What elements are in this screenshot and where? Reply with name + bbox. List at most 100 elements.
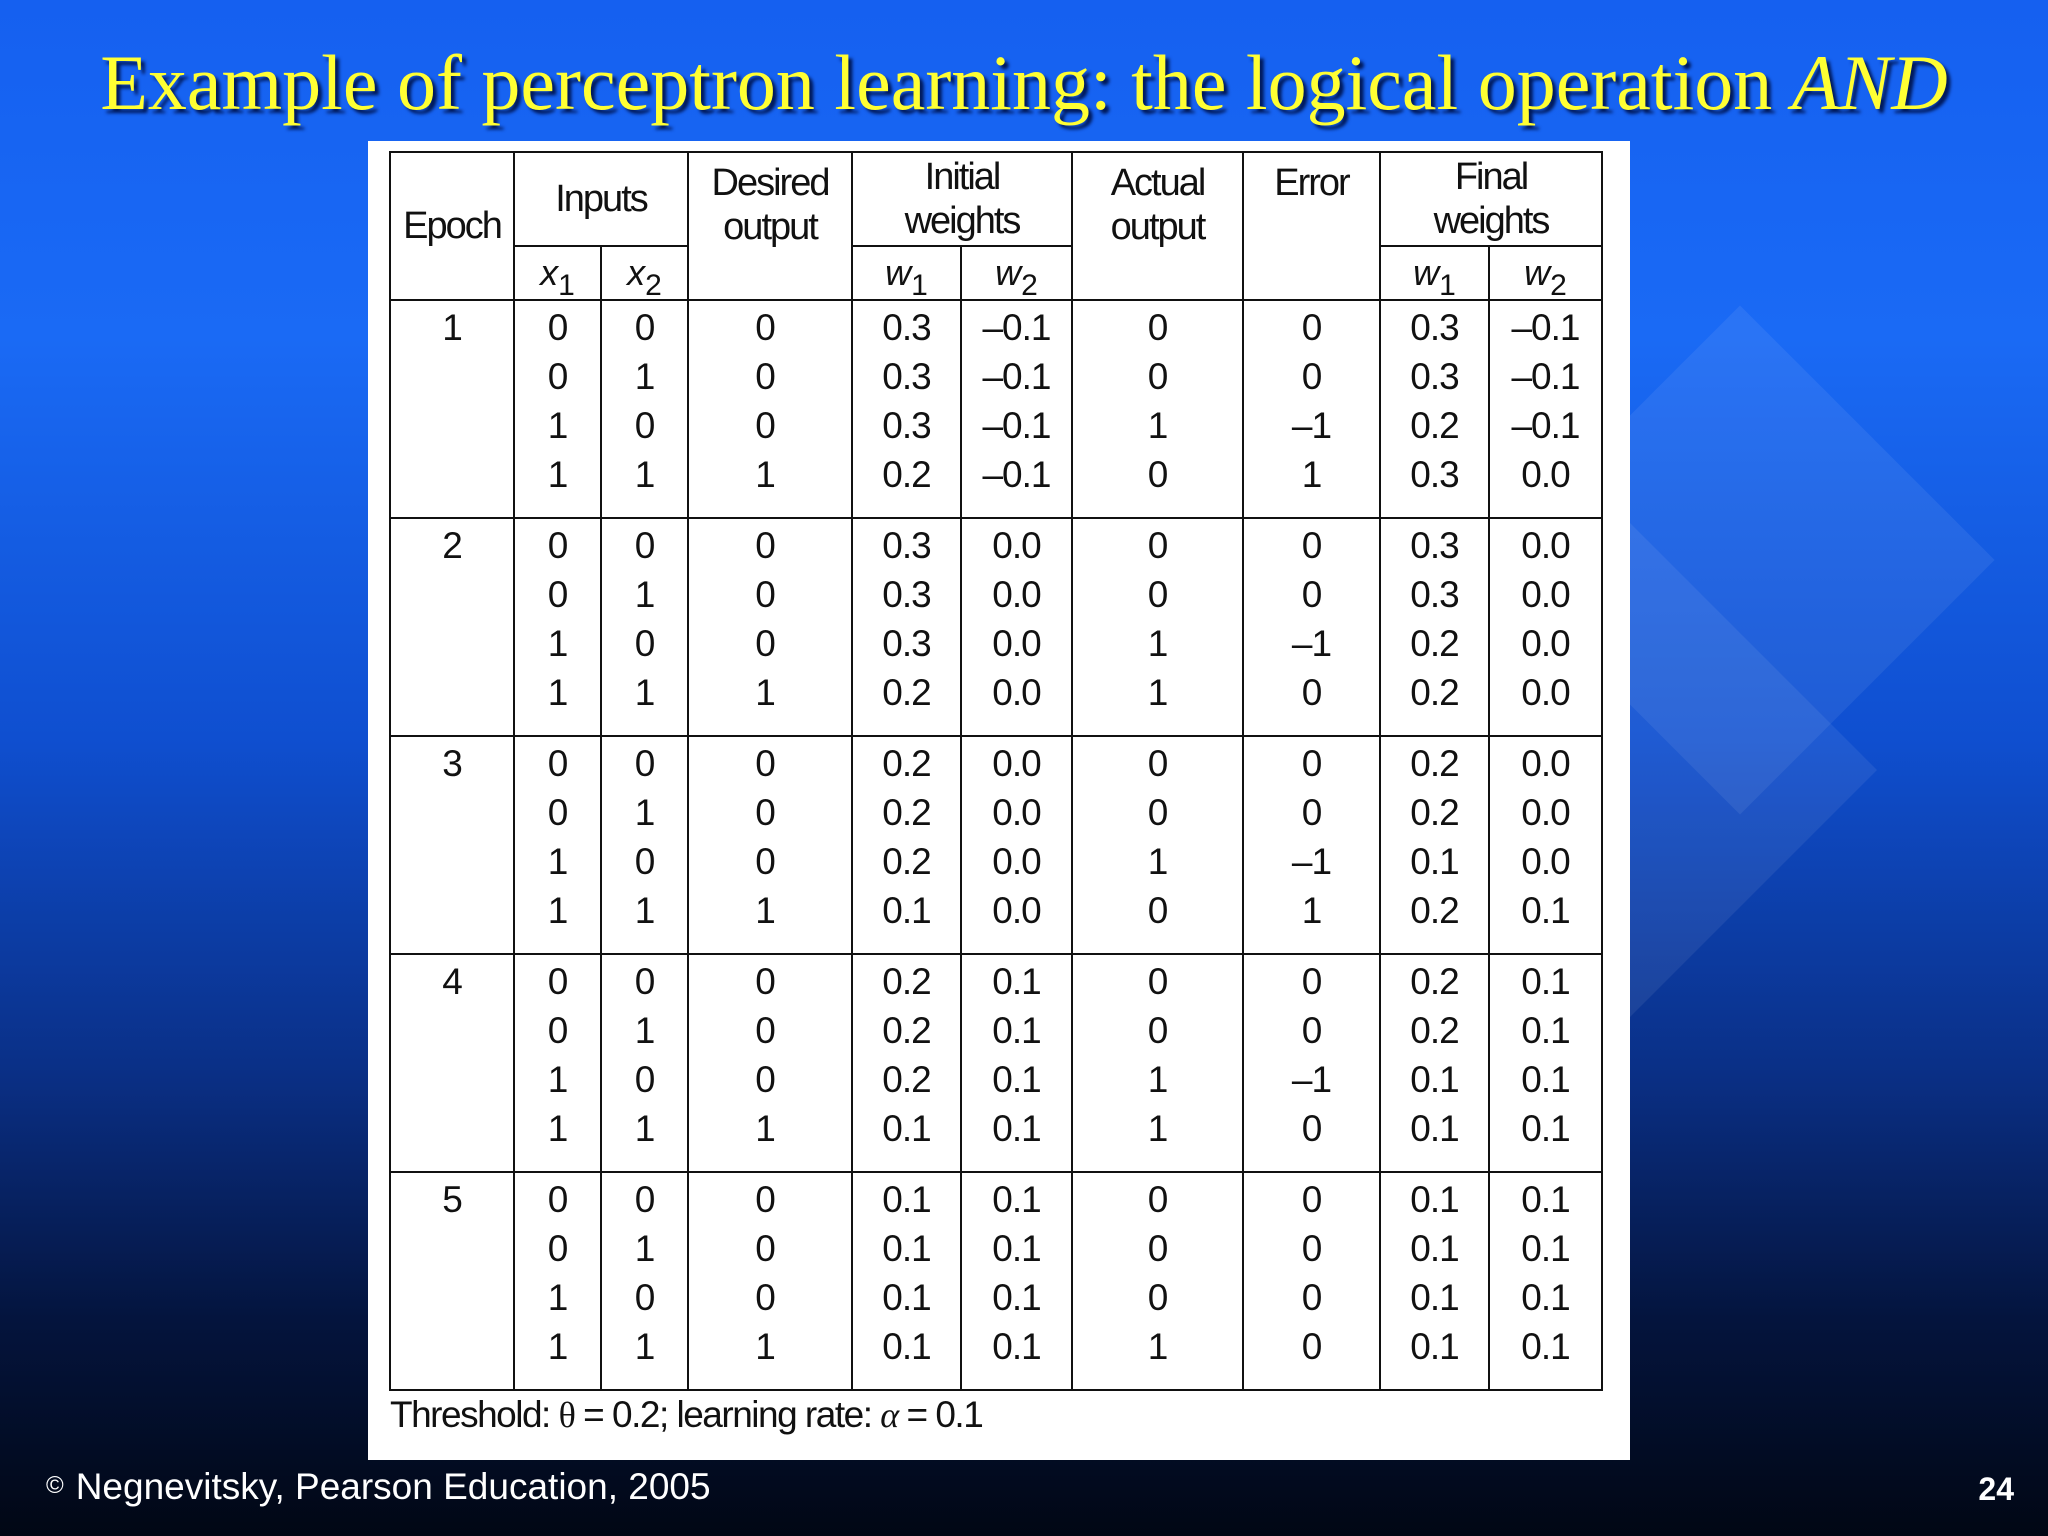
cell-value: 0 (547, 574, 569, 615)
cell-value: 0 (755, 356, 776, 397)
cell-value: 1 (634, 792, 656, 833)
cell-value: 1 (547, 1108, 569, 1149)
column-initial-w2: 0.0 0.0 0.0 0.0 (960, 735, 1073, 955)
threshold-value: = 0.2; learning rate: (583, 1394, 873, 1435)
column-initial-w1: 0.1 0.1 0.1 0.1 (851, 1171, 962, 1391)
cell-value: 0.1 (1521, 1228, 1570, 1269)
cell-value: 0 (1301, 1179, 1323, 1220)
column-initial-w1: 0.3 0.3 0.3 0.2 (851, 517, 962, 737)
cell-value: 1 (755, 1326, 776, 1367)
cell-value: 1 (634, 356, 656, 397)
cell-value: 0 (1147, 792, 1169, 833)
cell-value: 0.1 (1521, 1277, 1570, 1318)
cell-value: 0 (1147, 961, 1169, 1002)
cell-value: 0.1 (882, 890, 931, 931)
cell-value: 0 (1301, 1108, 1323, 1149)
column-initial-w1: 0.2 0.2 0.2 0.1 (851, 735, 962, 955)
cell-value: 1 (547, 454, 569, 495)
cell-value: 0.2 (1410, 623, 1459, 664)
epoch-number: 4 (442, 961, 463, 1002)
column-actual-output: 0 0 1 0 (1071, 735, 1244, 955)
cell-value: 0.1 (882, 1277, 931, 1318)
column-x2: 0 1 0 1 (600, 299, 689, 519)
cell-value: 0.2 (882, 672, 931, 713)
cell-value: 0 (755, 961, 776, 1002)
header-desired-output: Desired output (687, 151, 853, 301)
table-panel: Epoch Inputs Desired output Initial weig… (368, 141, 1630, 1460)
cell-value: 0.0 (992, 841, 1041, 882)
cell-value: 0 (634, 1059, 656, 1100)
column-x1: 0 0 1 1 (513, 1171, 602, 1391)
cell-value: 0 (547, 1228, 569, 1269)
cell-value: 0.1 (1521, 1179, 1570, 1220)
epoch-number: 5 (442, 1179, 463, 1220)
cell-value: 0.3 (1410, 454, 1459, 495)
copyright-text: Negnevitsky, Pearson Education, 2005 (75, 1466, 711, 1507)
cell-value: 0.1 (1410, 1108, 1459, 1149)
footnote: Threshold: θ = 0.2; learning rate: α = 0… (390, 1394, 984, 1436)
cell-value: –0.1 (1511, 307, 1580, 348)
cell-value: 0.0 (1521, 454, 1570, 495)
cell-value: 1 (1301, 454, 1323, 495)
epoch-cell: 5 (389, 1171, 515, 1391)
rate-value: = 0.1 (906, 1394, 983, 1435)
column-x1: 0 0 1 1 (513, 299, 602, 519)
cell-value: 0.1 (1410, 1179, 1459, 1220)
cell-value: 1 (1147, 672, 1169, 713)
cell-value: 0 (1301, 574, 1323, 615)
cell-value: 0 (1301, 1010, 1323, 1051)
cell-value: 1 (547, 890, 569, 931)
header-x2: x2 (600, 245, 689, 302)
header-x1-sub: 1 (558, 269, 575, 302)
cell-value: 0.1 (992, 1108, 1041, 1149)
cell-value: 0 (1147, 1228, 1169, 1269)
perceptron-table: Epoch Inputs Desired output Initial weig… (389, 151, 1603, 1391)
cell-value: –1 (1291, 1059, 1332, 1100)
cell-value: 0 (755, 743, 776, 784)
cell-value: 0.3 (1410, 525, 1459, 566)
epoch-cell: 2 (389, 517, 515, 737)
cell-value: 0.1 (1521, 1108, 1570, 1149)
cell-value: 0 (755, 405, 776, 446)
title-operation: AND (1791, 39, 1948, 126)
table-body: 1 0 0 1 1 0 1 0 1 0 0 0 1 0.3 0.3 0.3 0.2 –0.1 –0.1 –0.1 –0.… (389, 299, 1603, 1391)
cell-value: 1 (1147, 1059, 1169, 1100)
cell-value: 0 (1301, 356, 1323, 397)
cell-value: 0.2 (882, 841, 931, 882)
header-actual-output: Actual output (1071, 151, 1244, 301)
cell-value: 1 (634, 672, 656, 713)
column-initial-w2: 0.1 0.1 0.1 0.1 (960, 1171, 1073, 1391)
epoch-cell: 1 (389, 299, 515, 519)
cell-value: 0 (1147, 1010, 1169, 1051)
cell-value: 0.2 (1410, 792, 1459, 833)
header-final-w1: w1 (1379, 245, 1490, 301)
column-initial-w2: 0.1 0.1 0.1 0.1 (960, 953, 1073, 1173)
column-final-w2: 0.0 0.0 0.0 0.1 (1488, 735, 1603, 955)
column-initial-w1: 0.3 0.3 0.3 0.2 (851, 299, 962, 519)
cell-value: 0 (755, 1277, 776, 1318)
cell-value: –0.1 (982, 454, 1051, 495)
cell-value: 0 (634, 623, 656, 664)
cell-value: 0.2 (882, 1010, 931, 1051)
epoch-cell: 4 (389, 953, 515, 1173)
epoch-number: 2 (442, 525, 463, 566)
cell-value: 0 (1301, 1228, 1323, 1269)
cell-value: 0.0 (1521, 841, 1570, 882)
column-actual-output: 0 0 1 1 (1071, 517, 1244, 737)
cell-value: 1 (1147, 623, 1169, 664)
cell-value: 1 (1147, 1108, 1169, 1149)
cell-value: 0 (547, 961, 569, 1002)
cell-value: –1 (1291, 405, 1332, 446)
cell-value: 0.3 (882, 574, 931, 615)
cell-value: 0 (755, 1010, 776, 1051)
cell-value: –1 (1291, 623, 1332, 664)
cell-value: 0.1 (1410, 1059, 1459, 1100)
header-w1-symbol: w (885, 252, 912, 293)
cell-value: 1 (634, 454, 656, 495)
cell-value: 0.0 (1521, 792, 1570, 833)
header-final-weights: Final weights (1379, 151, 1603, 247)
cell-value: 0 (634, 307, 656, 348)
epoch-block: 4 0 0 1 1 0 1 0 1 0 0 0 1 0.2 0.2 0.2 0.1 0.1 0.1 0.1 0.1 0 0 1… (389, 953, 1603, 1173)
header-x2-sub: 2 (645, 269, 662, 302)
cell-value: 0.0 (1521, 672, 1570, 713)
